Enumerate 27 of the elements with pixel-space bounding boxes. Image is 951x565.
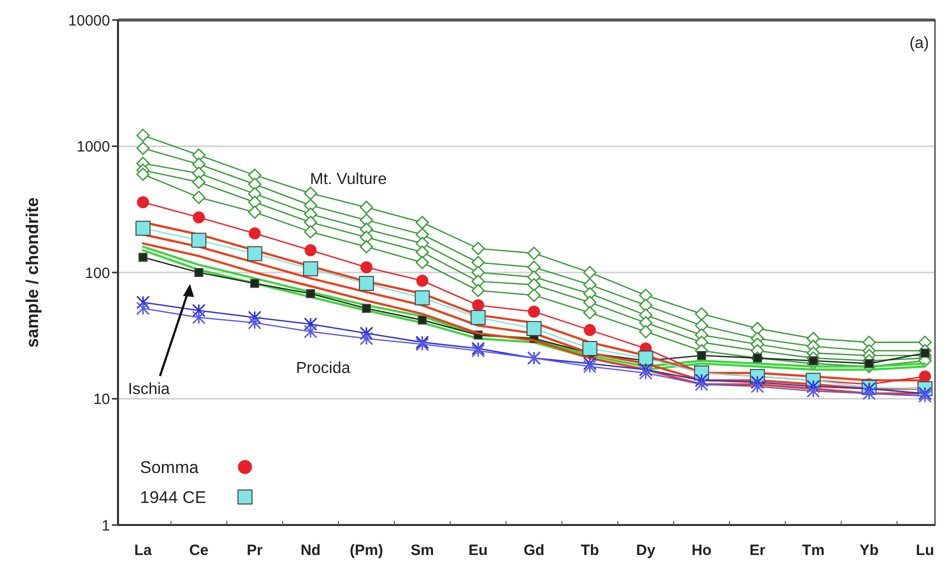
y-tick-label: 10000 <box>68 12 110 30</box>
y-tick-label: 1000 <box>76 138 110 156</box>
y-tick-label: 10 <box>93 391 110 408</box>
x-tick-label: Dy <box>636 542 656 559</box>
x-tick-label: Nd <box>300 542 321 559</box>
annotation: (a) <box>909 35 929 52</box>
x-tick-label: Eu <box>468 542 488 559</box>
x-tick-label: La <box>134 542 152 559</box>
x-tick-label: Gd <box>524 542 544 559</box>
x-tick-label: Pr <box>246 542 263 559</box>
legend-label: Somma <box>140 458 200 477</box>
y-axis-title: sample / chondrite <box>23 197 42 348</box>
x-tick-label: Ho <box>692 542 712 559</box>
x-tick-label: (Pm) <box>350 542 384 559</box>
annotation: Ischia <box>128 381 170 398</box>
y-tick-label: 1 <box>102 517 110 534</box>
legend-label: 1944 CE <box>140 488 206 507</box>
y-tick-label: 100 <box>84 264 110 282</box>
x-tick-label: Sm <box>410 542 434 559</box>
annotation: Mt. Vulture <box>310 171 387 188</box>
x-tick-label: Er <box>750 542 766 559</box>
x-tick-label: Lu <box>916 542 934 559</box>
x-tick-label: Yb <box>860 542 879 559</box>
x-tick-label: Ce <box>189 542 208 559</box>
x-tick-label: Tb <box>580 542 600 559</box>
annotation: Procida <box>296 360 350 377</box>
x-tick-label: Tm <box>802 542 825 559</box>
